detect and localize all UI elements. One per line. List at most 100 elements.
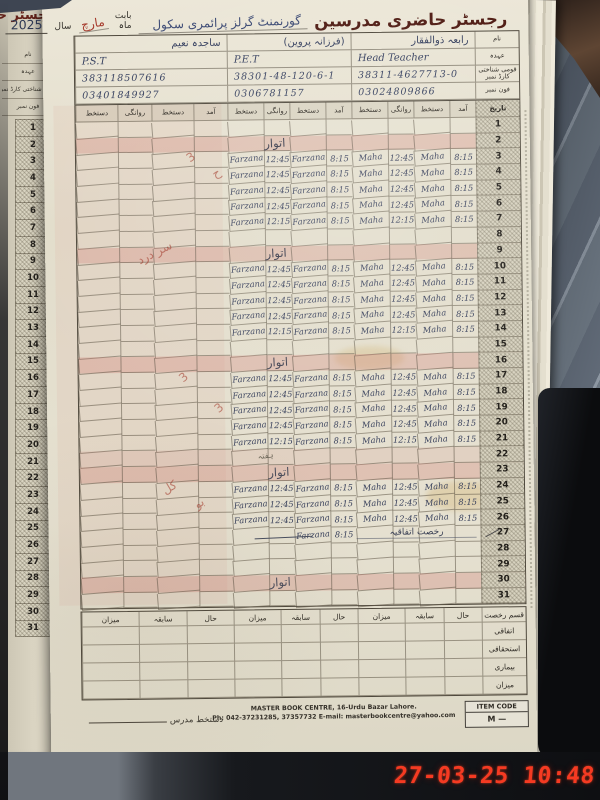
date-cell: 3 [475, 148, 521, 165]
teacher-phone: 0306781157 [227, 84, 352, 103]
empty-cell [392, 541, 419, 558]
empty-cell [118, 184, 153, 201]
time-cell: 12:45 [388, 165, 415, 182]
summary-empty-cell [404, 623, 444, 642]
empty-cell [120, 356, 155, 374]
empty-cell [390, 353, 417, 370]
date-cell: 21 [479, 430, 524, 448]
empty-cell [117, 137, 152, 154]
summary-empty-cell [139, 680, 188, 700]
press-footer: MASTER BOOK CENTRE, 16-Urdu Bazar Lahore… [209, 703, 459, 724]
time-cell: 12:45 [388, 181, 415, 198]
time-cell: 8:15 [452, 400, 480, 417]
attendance-column-header: آمد [325, 102, 352, 120]
teacher-name: (فرزانہ پروین) [226, 33, 351, 52]
previous-page-label: قومی شناختی کارڈ نمبر [2, 81, 54, 99]
empty-cell [120, 325, 155, 342]
teacher-cnic: 383118507616 [74, 68, 228, 88]
time-cell: 12:45 [268, 496, 295, 513]
previous-page-date-cell: 17 [15, 386, 51, 404]
time-cell: 8:15 [453, 431, 480, 448]
date-cell: 15 [478, 336, 523, 353]
leave-type-label: میزان [482, 676, 527, 695]
date-cell: 20 [479, 415, 524, 432]
empty-cell [391, 463, 418, 480]
summary-empty-cell [280, 624, 320, 644]
empty-cell [117, 121, 152, 138]
time-cell: 8:15 [325, 150, 353, 167]
time-cell: 8:15 [449, 149, 477, 166]
summary-table: قسم رخصت حال سابقہ میزان حال سابقہ میزان حال ساب… [80, 606, 528, 701]
previous-page-date-cell: 19 [15, 419, 51, 438]
previous-page-labels: نامعہدہقومی شناختی کارڈ نمبرفون نمبر [2, 46, 54, 116]
empty-cell [450, 227, 478, 244]
empty-cell [156, 590, 200, 610]
time-cell: 8:15 [330, 495, 357, 512]
page-gutter-shadow [0, 0, 8, 800]
summary-column-header: سابقہ [138, 611, 187, 628]
empty-cell [120, 341, 155, 358]
empty-cell [263, 119, 290, 136]
summary-column-header: میزان [81, 612, 139, 628]
summary-column-header: سابقہ [280, 609, 320, 626]
time-cell: 8:15 [452, 368, 479, 385]
previous-page-date-cell: 1 [15, 119, 51, 137]
time-cell: 12:45 [266, 402, 294, 419]
camera-timestamp: 27-03-25 10:48 [392, 763, 597, 789]
time-cell: 12:45 [266, 370, 293, 387]
empty-cell [121, 466, 156, 483]
date-cell: 28 [480, 540, 525, 557]
empty-cell [387, 134, 414, 151]
empty-cell [194, 199, 229, 216]
time-cell: 12:45 [390, 369, 417, 386]
time-cell: 12:15 [388, 212, 415, 229]
empty-cell [391, 447, 418, 464]
teacher-designation: Head Teacher [350, 48, 475, 68]
time-cell: 8:15 [326, 181, 353, 198]
summary-empty-cell [234, 679, 282, 698]
teacher-info-table: نام رابعہ ذوالفقار (فرزانہ پروین) ساجدہ … [73, 30, 521, 106]
time-cell: 12:45 [268, 512, 295, 529]
empty-cell [331, 589, 358, 606]
date-cell: 24 [479, 477, 525, 495]
empty-cell [266, 339, 293, 356]
empty-cell [194, 214, 229, 231]
date-cell: 9 [477, 242, 522, 259]
time-cell: 12:15 [391, 432, 418, 449]
summary-empty-cell [187, 661, 235, 681]
time-cell: 12:45 [387, 149, 415, 166]
time-cell: 8:15 [450, 211, 477, 228]
empty-cell [294, 588, 332, 608]
empty-cell [455, 572, 482, 589]
summary-empty-cell [281, 660, 321, 680]
empty-cell [198, 512, 233, 529]
time-cell: 12:45 [391, 479, 419, 496]
empty-cell [121, 451, 156, 468]
date-cell: 29 [480, 556, 526, 573]
attendance-column-header: آمد [449, 100, 476, 118]
attendance-column-header: دستخط [351, 101, 388, 120]
time-cell: 8:15 [451, 305, 479, 322]
date-cell: 7 [476, 211, 521, 228]
empty-cell [120, 388, 155, 405]
empty-cell [330, 542, 357, 559]
previous-page-date-cell: 18 [15, 402, 51, 421]
time-cell: 8:15 [451, 258, 478, 275]
date-cell: 31 [481, 587, 526, 604]
date-cell: 18 [478, 383, 523, 401]
time-cell: 8:15 [328, 401, 356, 418]
time-cell: 12:45 [265, 261, 292, 278]
time-cell: 8:15 [326, 197, 353, 214]
empty-cell [121, 435, 156, 452]
month-value: مارچ [77, 14, 109, 34]
empty-cell [197, 434, 232, 451]
time-cell: 8:15 [328, 370, 355, 387]
empty-cell [453, 447, 480, 464]
empty-cell [268, 543, 295, 560]
empty-cell [196, 371, 231, 388]
item-code-label: ITEM CODE [465, 701, 528, 714]
summary-empty-cell [233, 625, 281, 644]
time-cell: 12:45 [267, 480, 295, 497]
date-cell: 23 [479, 462, 524, 479]
date-cell: 4 [476, 164, 521, 181]
